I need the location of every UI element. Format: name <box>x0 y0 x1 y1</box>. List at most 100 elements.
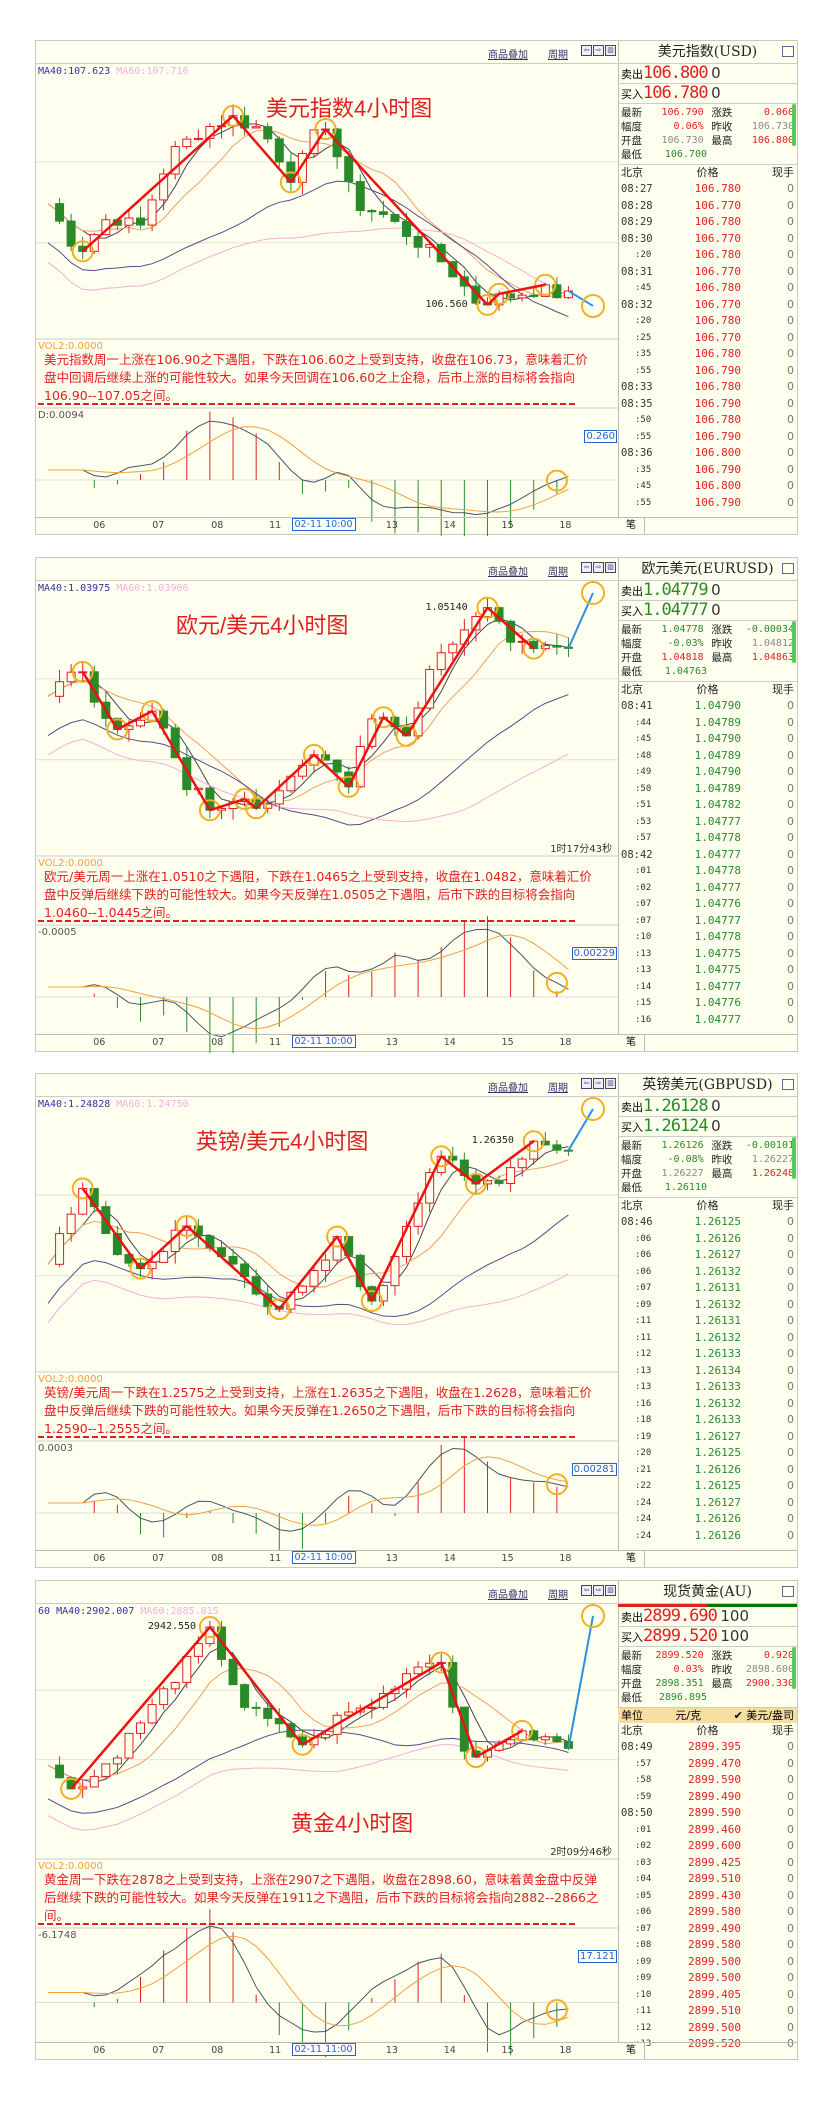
next-icon[interactable]: ⇨ <box>593 45 604 56</box>
tick-price: 106.790 <box>694 363 741 377</box>
chart-panel-0: 商品叠加 周期 ⇦ ⇨ ▥ MA40:107.623 MA60:107.716 106.56… <box>35 40 798 536</box>
unit-option-ounce[interactable]: ✔ 美元/盎司 <box>733 1709 794 1722</box>
macd-readout: 0.0003 <box>38 1443 73 1454</box>
candle-body <box>425 1662 435 1668</box>
candle-body <box>344 1236 354 1256</box>
tick-volume: 0 <box>787 314 794 327</box>
tick-volume: 0 <box>787 831 794 844</box>
maximize-icon[interactable] <box>782 1586 794 1597</box>
period-link[interactable]: 周期 <box>548 567 568 578</box>
time-label: 14 <box>443 1037 456 1048</box>
tick-row: :35 106.780 0 <box>618 346 797 363</box>
tick-price: 1.04782 <box>694 798 741 811</box>
tab-trades[interactable]: 笔 <box>618 1551 645 1567</box>
time-label: 14 <box>443 2045 456 2056</box>
quote-scrollbar[interactable] <box>792 104 796 146</box>
low-value: 2896.895 <box>658 1692 707 1703</box>
tick-time: :09 <box>635 1956 652 1967</box>
quote-panel: 英镑美元(GBPUSD) 卖出1.26128 0 买入1.26124 0 最新 1.26… <box>618 1074 797 1567</box>
prev-icon[interactable]: ⇦ <box>581 45 592 56</box>
trend-arrow <box>486 606 535 650</box>
tick-row: :55 106.790 0 <box>618 429 797 446</box>
overlay-link[interactable]: 商品叠加 <box>488 50 528 61</box>
tick-time: :50 <box>635 783 652 794</box>
tick-price: 2899.580 <box>688 1938 741 1951</box>
candle-body <box>344 156 354 183</box>
tick-price: 1.26132 <box>694 1297 741 1311</box>
kline-chart: 商品叠加 周期 ⇦ ⇨ ▥ 60 MA40:2902.007 MA60:2885.815 2… <box>36 1581 619 2059</box>
tick-price: 106.780 <box>694 347 741 360</box>
quote-scrollbar[interactable] <box>792 1647 796 1689</box>
tick-row: :24 1.26127 0 <box>618 1495 797 1512</box>
overlay-link[interactable]: 商品叠加 <box>488 567 528 578</box>
tab-trades[interactable]: 笔 <box>618 2043 645 2059</box>
stats-row: 幅度 -0.08% 昨收 1.26227 <box>621 1153 794 1167</box>
candle-body <box>228 1658 238 1686</box>
prev_close-value: 1.26227 <box>751 1154 794 1165</box>
tick-row: :58 2899.590 0 <box>618 1772 797 1789</box>
next-icon[interactable]: ⇨ <box>593 1585 604 1596</box>
tick-time: :13 <box>635 1365 652 1376</box>
split-icon[interactable]: ▥ <box>605 1078 616 1089</box>
trend-arrow <box>486 292 500 306</box>
candle-body <box>552 1736 562 1743</box>
macd-value-box: 17.121 <box>578 1950 617 1963</box>
time-label: 06 <box>93 1037 106 1048</box>
tick-volume: 0 <box>787 363 794 377</box>
prev-icon[interactable]: ⇦ <box>581 1585 592 1596</box>
tick-price: 1.26133 <box>694 1347 741 1360</box>
overlay-link[interactable]: 商品叠加 <box>488 1083 528 1094</box>
unit-option-gram[interactable]: 元/克 <box>675 1709 702 1722</box>
vol2-readout: VOL2:0.0000 <box>38 1861 103 1872</box>
tick-time: :44 <box>635 717 652 728</box>
time-label: 08 <box>211 1037 224 1048</box>
buy-volume: 100 <box>720 1627 750 1645</box>
tick-time: :22 <box>635 1481 652 1491</box>
pivot-circle <box>60 1777 83 1800</box>
prev_close-label: 昨收 <box>711 121 733 133</box>
chart-toolbar: 商品叠加 周期 ⇦ ⇨ ▥ <box>36 1581 618 1604</box>
prev-icon[interactable]: ⇦ <box>581 562 592 573</box>
pivot-circle <box>198 799 221 822</box>
pivot-circle <box>534 273 557 296</box>
low-label: 最低 <box>621 1182 642 1194</box>
instrument-name: 现货黄金(AU) <box>663 1584 752 1600</box>
maximize-icon[interactable] <box>782 563 794 574</box>
tab-trades[interactable]: 笔 <box>618 518 645 534</box>
time-label: 18 <box>559 2045 572 2056</box>
time-label: 18 <box>559 1553 572 1564</box>
macd-value-box: 0.00229 <box>571 947 617 960</box>
period-link[interactable]: 周期 <box>548 1083 568 1094</box>
low-value: 1.26110 <box>664 1182 707 1193</box>
pivot-circle <box>71 240 94 263</box>
split-icon[interactable]: ▥ <box>605 562 616 573</box>
period-link[interactable]: 周期 <box>548 1590 568 1601</box>
prev-icon[interactable]: ⇦ <box>581 1078 592 1089</box>
col-volume: 现手 <box>772 166 794 179</box>
tick-volume: 0 <box>787 699 794 712</box>
spacer <box>704 637 712 651</box>
candle-body <box>540 1736 550 1741</box>
tick-time: 08:49 <box>621 1741 653 1753</box>
open-value: 2898.351 <box>655 1678 704 1689</box>
pivot-circle <box>372 706 395 729</box>
forecast-arrow <box>567 1615 594 1749</box>
next-icon[interactable]: ⇨ <box>593 562 604 573</box>
next-icon[interactable]: ⇨ <box>593 1078 604 1089</box>
maximize-icon[interactable] <box>782 1079 794 1090</box>
tick-volume: 0 <box>787 1806 794 1819</box>
quote-scrollbar[interactable] <box>792 621 796 663</box>
buy-volume: 0 <box>711 84 721 102</box>
split-icon[interactable]: ▥ <box>605 1585 616 1596</box>
overlay-link[interactable]: 商品叠加 <box>488 1590 528 1601</box>
trend-arrow <box>209 797 245 812</box>
bid-ask-bar <box>618 1604 797 1607</box>
time-label: 06 <box>93 2045 106 2056</box>
quote-scrollbar[interactable] <box>792 1137 796 1179</box>
tick-row: :11 1.26132 0 <box>618 1330 797 1347</box>
tab-trades[interactable]: 笔 <box>618 1035 645 1051</box>
maximize-icon[interactable] <box>782 46 794 57</box>
period-link[interactable]: 周期 <box>548 50 568 61</box>
split-icon[interactable]: ▥ <box>605 45 616 56</box>
spacer <box>704 120 712 134</box>
